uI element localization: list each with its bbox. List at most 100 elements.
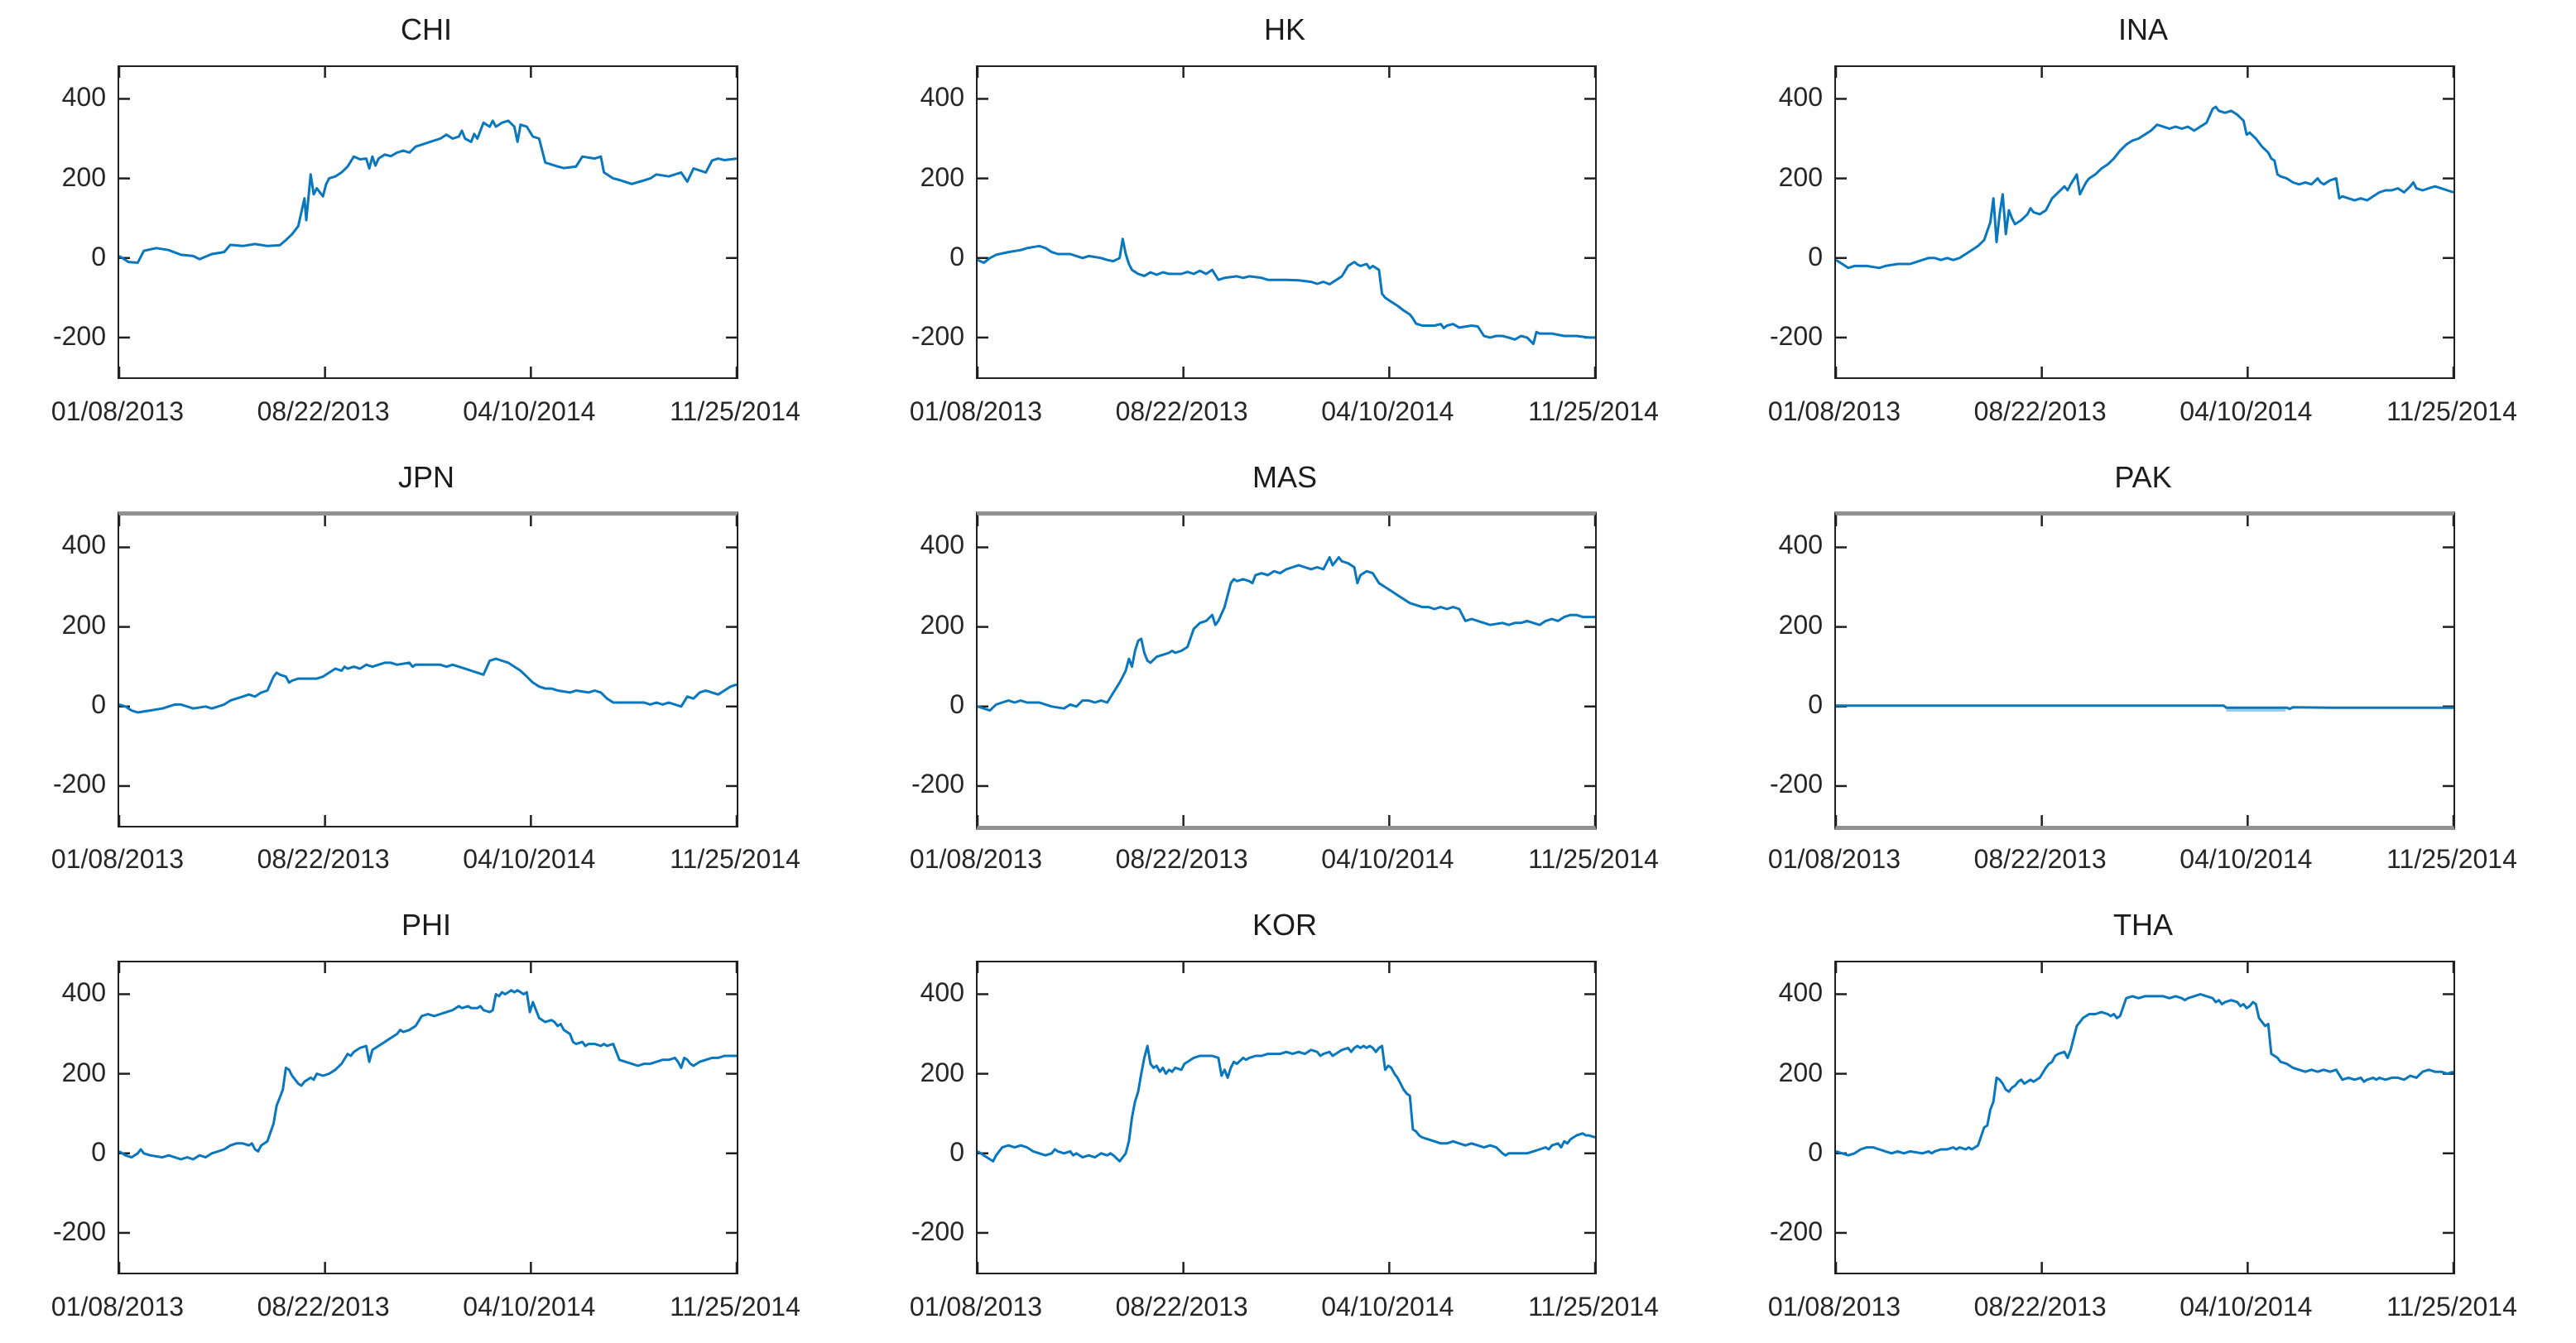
plot-area [118,961,738,1274]
x-tick-label: 04/10/2014 [2180,844,2313,874]
y-tick-label: 0 [91,688,106,719]
subplot-chi: CHI 400 200 0 -200 01/08/2013 08/22/2013 04/10… [0,0,858,448]
plot-canvas [978,962,1595,1273]
series-line [1836,993,2453,1157]
plot-canvas [1836,516,2453,826]
x-tick-label: 08/22/2013 [1115,1292,1248,1321]
x-tick-label: 08/22/2013 [1973,1292,2107,1321]
y-tick-label: 0 [1808,241,1823,271]
x-tick-label: 01/08/2013 [50,396,185,426]
y-tick-label: -200 [911,320,964,351]
subplot-title: THA [2113,908,2173,942]
x-tick-label: 04/10/2014 [1321,844,1454,874]
subplot-mas: MAS 400 200 0 -200 01/08/2013 08/22/2013 04/10… [858,448,1717,895]
x-tick-label: 04/10/2014 [2180,396,2313,426]
y-tick-label: -200 [52,1216,106,1246]
subplot-pak: PAK 400 200 0 -200 01/08/2013 08/22/2013 04/10… [1717,448,2575,895]
x-tick-label: 01/08/2013 [50,1292,185,1321]
series-line [978,1044,1595,1163]
series-line [119,119,737,264]
y-tick-label: 200 [61,609,106,640]
y-tick-label: -200 [911,1216,964,1246]
y-tick-label: -200 [1769,1216,1823,1246]
x-tick-label: 11/25/2014 [670,1292,800,1321]
y-tick-label: 0 [1808,1136,1823,1167]
y-tick-label: 400 [920,82,964,113]
x-tick-label: 04/10/2014 [463,1292,596,1321]
x-tick-label: 11/25/2014 [1528,1292,1659,1321]
plot-area [976,961,1597,1274]
x-tick-label: 11/25/2014 [2386,844,2517,874]
x-tick-label: 11/25/2014 [670,844,800,874]
subplot-hk: HK 400 200 0 -200 01/08/2013 08/22/2013 04/10/… [858,0,1717,448]
y-tick-label: 0 [91,1136,106,1167]
x-tick-label: 04/10/2014 [463,844,596,874]
y-tick-label: 400 [920,977,964,1008]
plot-area [1834,961,2455,1274]
y-tick-label: 200 [920,609,964,640]
x-tick-label: 01/08/2013 [1767,396,1901,426]
x-tick-label: 11/25/2014 [1528,396,1659,426]
y-tick-label: 0 [949,1136,964,1167]
y-tick-label: -200 [52,768,106,799]
y-tick-label: 0 [949,241,964,271]
subplot-ina: INA 400 200 0 -200 01/08/2013 08/22/2013 04/10… [1717,0,2575,448]
subplot-title: PHI [401,908,451,942]
y-tick-label: 200 [1778,161,1823,192]
plot-canvas [119,67,737,377]
plot-canvas [978,67,1595,377]
plot-canvas [1836,962,2453,1273]
x-tick-label: 04/10/2014 [463,396,596,426]
x-tick-label: 01/08/2013 [909,844,1043,874]
x-tick-label: 08/22/2013 [257,844,390,874]
x-tick-label: 01/08/2013 [909,1292,1043,1321]
plot-canvas [119,516,737,826]
subplot-title: JPN [397,460,454,494]
plot-area [118,65,738,379]
x-tick-label: 08/22/2013 [1115,396,1248,426]
y-tick-label: -200 [1769,320,1823,351]
x-tick-label: 04/10/2014 [1321,396,1454,426]
y-tick-label: 0 [949,688,964,719]
y-tick-label: 0 [91,241,106,271]
y-tick-label: 0 [1808,688,1823,719]
x-tick-label: 08/22/2013 [1115,844,1248,874]
y-tick-label: 200 [1778,1057,1823,1087]
y-tick-label: 400 [1778,82,1823,113]
x-tick-label: 01/08/2013 [1767,1292,1901,1321]
x-tick-label: 01/08/2013 [1767,844,1901,874]
x-tick-label: 08/22/2013 [1973,844,2107,874]
subplot-jpn: JPN 400 200 0 -200 01/08/2013 08/22/2013 04/10… [0,448,858,895]
y-tick-label: 400 [61,82,106,113]
plot-canvas [978,516,1595,826]
x-tick-label: 11/25/2014 [2386,396,2517,426]
series-line [978,556,1595,712]
subplot-title: INA [2117,12,2168,46]
y-tick-label: 400 [920,530,964,560]
y-tick-label: 200 [1778,609,1823,640]
subplot-title: MAS [1252,460,1317,494]
y-tick-label: 200 [920,1057,964,1087]
y-tick-label: 200 [61,1057,106,1087]
x-tick-label: 11/25/2014 [1528,844,1659,874]
x-tick-label: 08/22/2013 [257,396,390,426]
y-tick-label: -200 [52,320,106,351]
y-tick-label: -200 [911,768,964,799]
x-tick-label: 11/25/2014 [2386,1292,2517,1321]
x-tick-label: 01/08/2013 [909,396,1043,426]
y-tick-label: 200 [920,161,964,192]
plot-area [1834,65,2455,379]
x-tick-label: 08/22/2013 [257,1292,390,1321]
x-tick-label: 04/10/2014 [1321,1292,1454,1321]
y-tick-label: 400 [1778,530,1823,560]
subplot-title: KOR [1252,908,1317,942]
y-tick-label: -200 [1769,768,1823,799]
y-tick-label: 400 [61,977,106,1008]
plot-area [976,65,1597,379]
x-tick-label: 08/22/2013 [1973,396,2107,426]
plot-canvas [1836,67,2453,377]
subplot-kor: KOR 400 200 0 -200 01/08/2013 08/22/2013 04/10… [858,895,1717,1343]
subplot-phi: PHI 400 200 0 -200 01/08/2013 08/22/2013 04/10… [0,895,858,1343]
series-line [1836,105,2453,270]
y-tick-label: 400 [61,530,106,560]
